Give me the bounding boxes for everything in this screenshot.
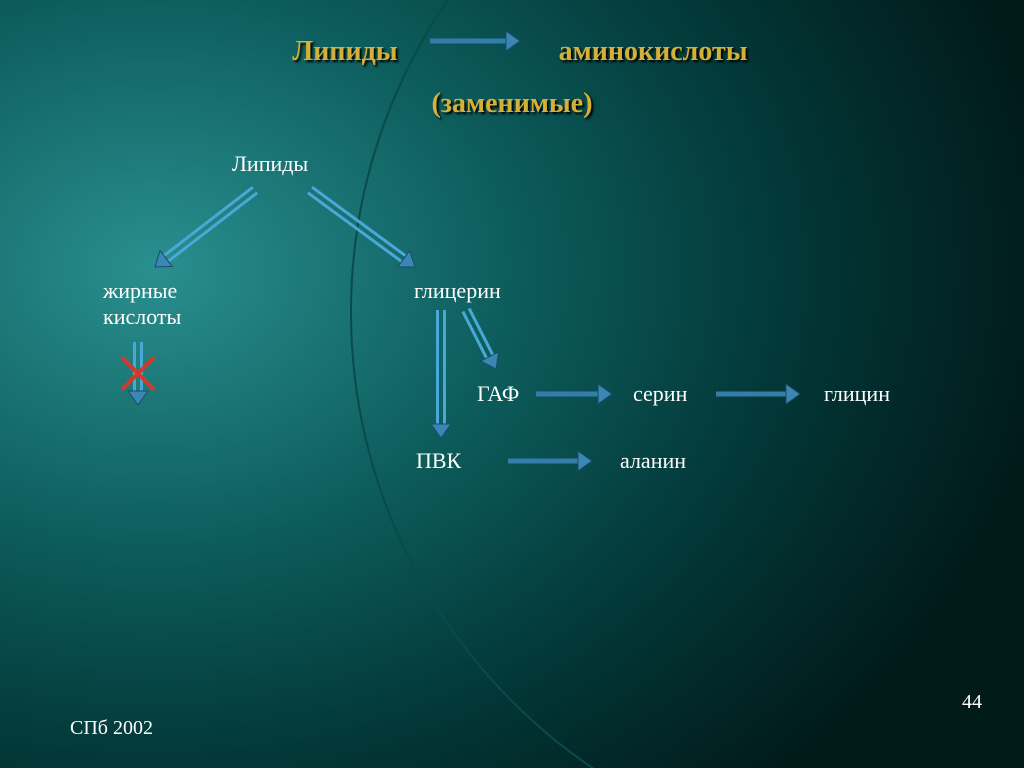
- title-line-2: (заменимые): [0, 88, 1024, 120]
- node-pvk: ПВК: [416, 448, 461, 474]
- node-serine: серин: [633, 381, 687, 407]
- node-glycerin: глицерин: [414, 278, 501, 304]
- title-line-1: Липиды аминокислоты: [292, 36, 747, 67]
- node-lipids: Липиды: [232, 151, 308, 177]
- slide: Липиды аминокислоты (заменимые) Липиды ж…: [0, 0, 1024, 768]
- node-glycine: глицин: [824, 381, 890, 407]
- node-fatty-acids: жирные кислоты: [103, 278, 181, 330]
- slide-title: Липиды аминокислоты (заменимые): [0, 18, 1024, 156]
- footer-right: 44: [962, 691, 982, 714]
- node-alanine: аланин: [620, 448, 686, 474]
- footer-left: СПб 2002: [70, 717, 153, 740]
- node-gaf: ГАФ: [477, 381, 519, 407]
